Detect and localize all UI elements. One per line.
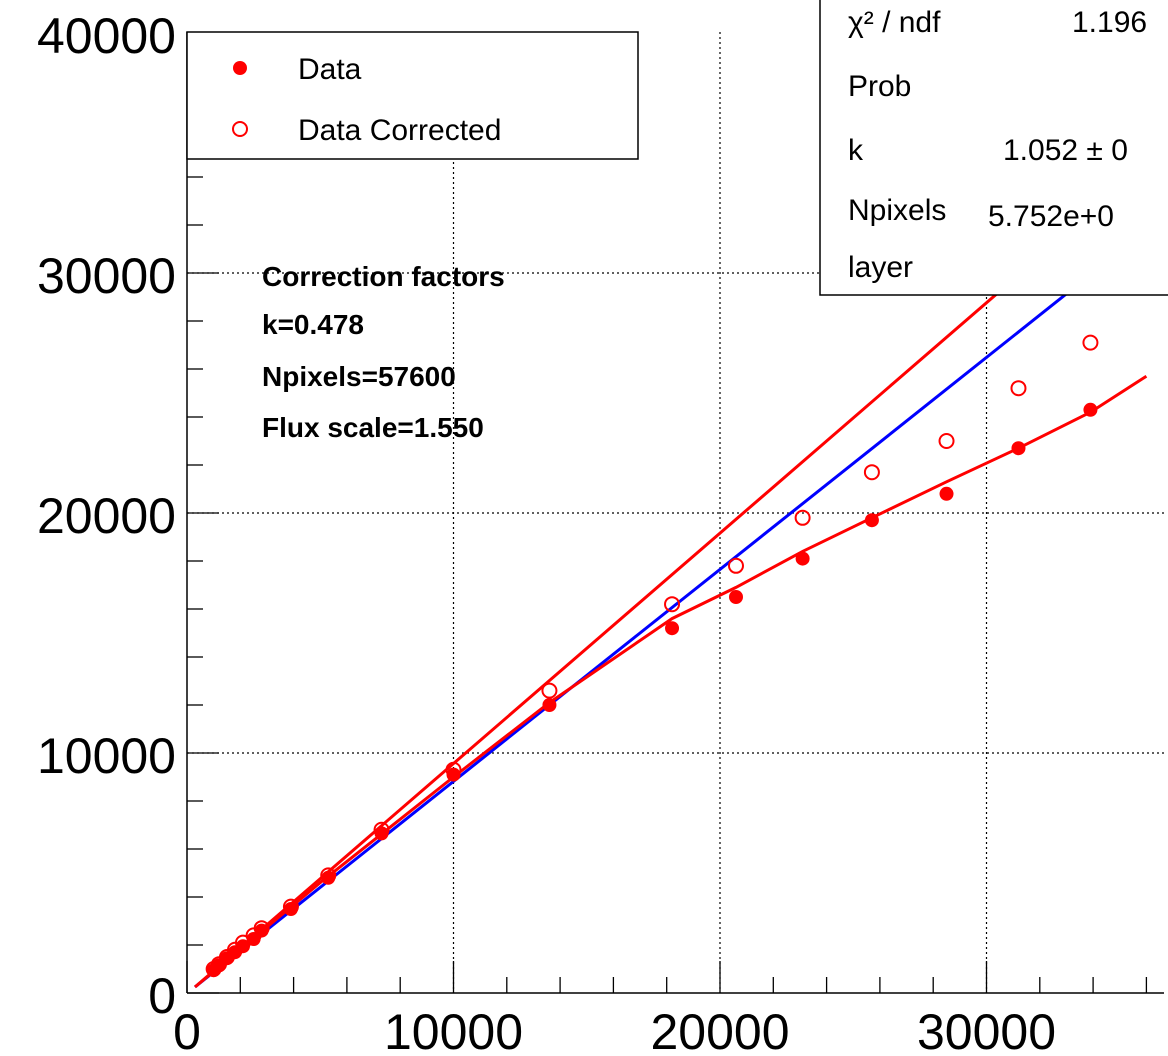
legend-label-data: Data	[298, 53, 362, 86]
x-tick-labels: 0 10000 20000 30000	[173, 1004, 1056, 1056]
y-tick-label: 40000	[37, 8, 176, 64]
y-tick-label: 10000	[37, 728, 176, 784]
data-corrected-point	[373, 821, 390, 838]
data-point	[939, 486, 954, 501]
y-tick-label: 20000	[37, 488, 176, 544]
stats-label-chi2: χ² / ndf	[848, 6, 941, 39]
stats-value-npixels: 5.752e+0	[988, 200, 1114, 233]
stats-box-frame	[819, 0, 1168, 296]
data-corrected-point	[863, 464, 880, 481]
data-point	[446, 767, 461, 782]
stats-label-layer: layer	[848, 251, 913, 284]
data-point	[542, 698, 557, 712]
stats-label-prob: Prob	[848, 70, 911, 103]
y-tick-label: 0	[148, 968, 176, 1024]
stats-box: χ² / ndf 1.196 Prob k 1.052 ± 0 Npixels …	[819, 0, 1168, 296]
legend-marker-data	[233, 61, 247, 75]
annotation-line-4: Flux scale=1.550	[262, 412, 484, 443]
data-point	[665, 621, 680, 636]
legend-label-data-corrected: Data Corrected	[298, 114, 501, 147]
data-points	[205, 334, 1099, 978]
x-tick-label: 0	[173, 1004, 201, 1056]
data-corrected-point	[727, 557, 744, 574]
fit-line-1	[194, 209, 1095, 989]
fit-line-2	[194, 250, 1121, 989]
stats-value-k: 1.052 ± 0	[1003, 134, 1128, 167]
x-tick-label: 20000	[650, 1004, 789, 1056]
fit-line-3	[194, 374, 1148, 989]
y-tick-labels: 0 10000 20000 30000 40000	[37, 8, 176, 1024]
data-corrected-point	[445, 761, 462, 778]
annotation-line-3: Npixels=57600	[262, 361, 456, 392]
data-corrected-point	[282, 898, 299, 915]
data-corrected-point	[234, 934, 251, 951]
legend: Data Data Corrected	[186, 31, 639, 160]
legend-marker-data-corrected	[232, 121, 248, 137]
data-corrected-point	[664, 596, 681, 613]
annotation-line-1: Correction factors	[262, 261, 505, 292]
y-tick-label: 30000	[37, 248, 176, 304]
data-point	[864, 513, 879, 528]
x-tick-label: 30000	[917, 1004, 1056, 1056]
annotation-line-2: k=0.478	[262, 309, 364, 340]
x-tick-label: 10000	[384, 1004, 523, 1056]
stats-label-npixels: Npixels	[848, 194, 946, 227]
data-corrected-point	[794, 509, 811, 526]
legend-box	[186, 31, 639, 160]
data-corrected-point	[320, 867, 337, 884]
data-corrected-point	[1082, 334, 1099, 351]
data-corrected-point	[938, 433, 955, 449]
data-corrected-point	[253, 920, 270, 937]
data-point	[728, 590, 743, 604]
data-point	[1083, 402, 1098, 417]
data-point	[1011, 441, 1026, 456]
axes	[186, 32, 1164, 994]
stats-label-k: k	[848, 134, 864, 167]
fit-lines	[194, 209, 1148, 989]
correction-annotation: Correction factors k=0.478 Npixels=57600…	[262, 261, 505, 443]
data-corrected-point	[205, 961, 222, 977]
data-corrected-point	[541, 682, 558, 699]
data-point	[795, 551, 810, 566]
data-corrected-point	[1010, 380, 1027, 397]
stats-value-chi2: 1.196	[1072, 6, 1147, 39]
